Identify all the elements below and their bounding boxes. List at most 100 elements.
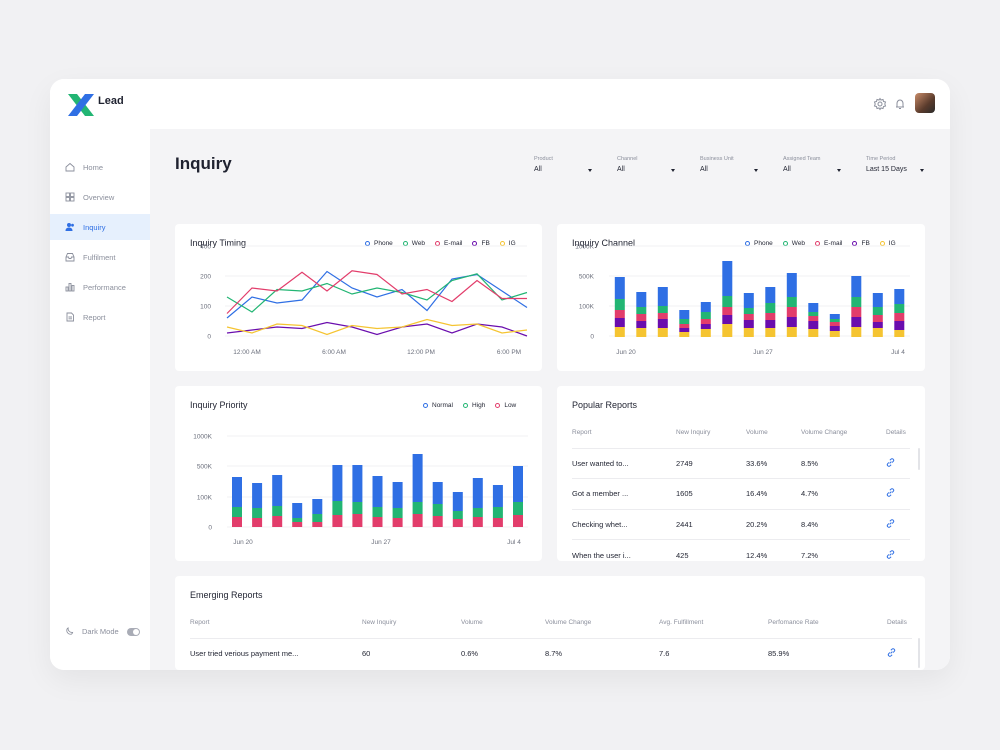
legend-item[interactable]: High [462,402,485,409]
details-link[interactable] [886,539,910,561]
chevron-down-icon [754,169,758,172]
bar-segment-normal [432,482,443,504]
bar-segment-email [851,307,862,317]
bar-segment-ig [765,328,776,337]
legend-item[interactable]: IG [499,240,516,247]
scrollbar[interactable] [918,638,920,668]
legend-item[interactable]: Phone [745,240,773,247]
legend-item[interactable]: Phone [365,240,393,247]
link-icon[interactable] [886,488,895,498]
table-row[interactable]: User tried verious payment me... 60 0.6% 8.… [190,637,912,669]
scrollbar[interactable] [918,448,920,470]
table-cell: 33.6% [746,447,801,479]
avatar[interactable] [915,93,935,113]
filter-value: All [783,166,791,173]
table-cell: 12.4% [746,539,801,561]
legend-item[interactable]: FB [852,240,870,247]
bar-segment-web [808,312,819,316]
bar-segment-fb [851,317,862,327]
sidebar-item-performance[interactable]: Performance [50,274,150,300]
sidebar-item-fulfilment[interactable]: Fulfilment [50,244,150,270]
bar-segment-low [492,518,503,527]
filter-label: Business Unit [700,156,734,162]
bar-segment-ig [743,328,754,337]
filter-assigned-team[interactable]: Assigned Team All [783,156,841,173]
document-icon [66,312,74,322]
table-cell: 0.6% [461,637,545,669]
bar-segment-ig [700,329,711,337]
legend-label: E-mail [824,240,843,247]
table-cell: 7.6 [659,637,768,669]
x-tick-label: 12:00 PM [407,349,435,356]
popular-reports-table: Report New Inquiry Volume Volume Change … [572,418,910,561]
legend-label: IG [508,240,516,247]
home-icon [65,162,75,172]
legend-item[interactable]: Web [782,240,805,247]
legend-item[interactable]: Normal [423,402,453,409]
filter-value: All [700,166,708,173]
sidebar-item-inquiry[interactable]: Inquiry [50,214,150,240]
table-cell: 2749 [676,447,746,479]
column-header: Avg. Fulfillment [659,619,704,627]
legend-dot [782,241,788,246]
x-tick-label: 6:00 PM [497,349,521,356]
table-cell: User tried verious payment me... [190,637,362,669]
legend-item[interactable]: IG [879,240,896,247]
bar-segment-phone [765,287,776,303]
filter-business-unit[interactable]: Business Unit All [700,156,758,173]
column-header: Volume [461,619,483,627]
bar-segment-web [829,319,840,322]
details-link[interactable] [887,637,912,669]
filter-label: Product [534,156,553,162]
brand-name: Lead [98,95,124,107]
top-header: Lead [50,79,950,129]
y-tick-label: 200 [200,274,211,281]
table-row[interactable]: When the user i... 425 12.4% 7.2% [572,539,910,561]
filter-product[interactable]: Product All [534,156,592,173]
x-tick-label: Jun 20 [233,539,253,546]
bar-segment-fb [829,326,840,331]
bar-segment-phone [872,293,883,307]
legend-item[interactable]: Low [495,402,516,409]
page-title: Inquiry [175,154,232,173]
card-title: Emerging Reports [190,590,263,600]
bar-segment-ig [722,324,733,337]
legend-item[interactable]: E-mail [815,240,842,247]
column-header: Details [886,429,906,437]
legend-dot [815,241,821,246]
details-link[interactable] [886,508,910,540]
legend-dot [423,403,428,408]
dark-mode-toggle[interactable] [127,628,140,636]
table-row[interactable]: Checking whet... 2441 20.2% 8.4% [572,508,910,540]
sidebar-item-home[interactable]: Home [50,154,150,180]
link-icon[interactable] [886,457,895,467]
details-link[interactable] [886,447,910,479]
bell-icon[interactable] [893,97,907,111]
table-cell: Checking whet... [572,508,676,540]
sidebar-item-overview[interactable]: Overview [50,184,150,210]
filter-time-period[interactable]: Time Period Last 15 Days [866,156,924,173]
link-icon[interactable] [887,648,896,657]
table-row[interactable]: Got a member ... 1605 16.4% 4.7% [572,478,910,509]
card-title: Inquiry Priority [190,400,248,410]
filter-channel[interactable]: Channel All [617,156,675,173]
bar-segment-normal [412,454,423,502]
link-icon[interactable] [886,549,895,559]
table-row[interactable]: User wanted to... 2749 33.6% 8.5% [572,447,910,479]
link-icon[interactable] [886,518,895,528]
legend-item[interactable]: Web [402,240,425,247]
table-cell: 2441 [676,508,746,540]
legend-item[interactable]: FB [472,240,490,247]
sidebar-item-report[interactable]: Report [50,304,150,330]
legend-dot [402,241,408,246]
y-tick-label: 1000K [193,434,212,441]
bar-segment-low [392,518,403,527]
legend-item[interactable]: E-mail [435,240,462,247]
bar-segment-fb [894,321,905,330]
details-link[interactable] [886,478,910,509]
chevron-down-icon [837,169,841,172]
bar-segment-normal [252,483,263,508]
gear-icon[interactable] [873,97,887,111]
filter-label: Time Period [866,156,896,162]
column-header: New Inquiry [676,429,711,437]
